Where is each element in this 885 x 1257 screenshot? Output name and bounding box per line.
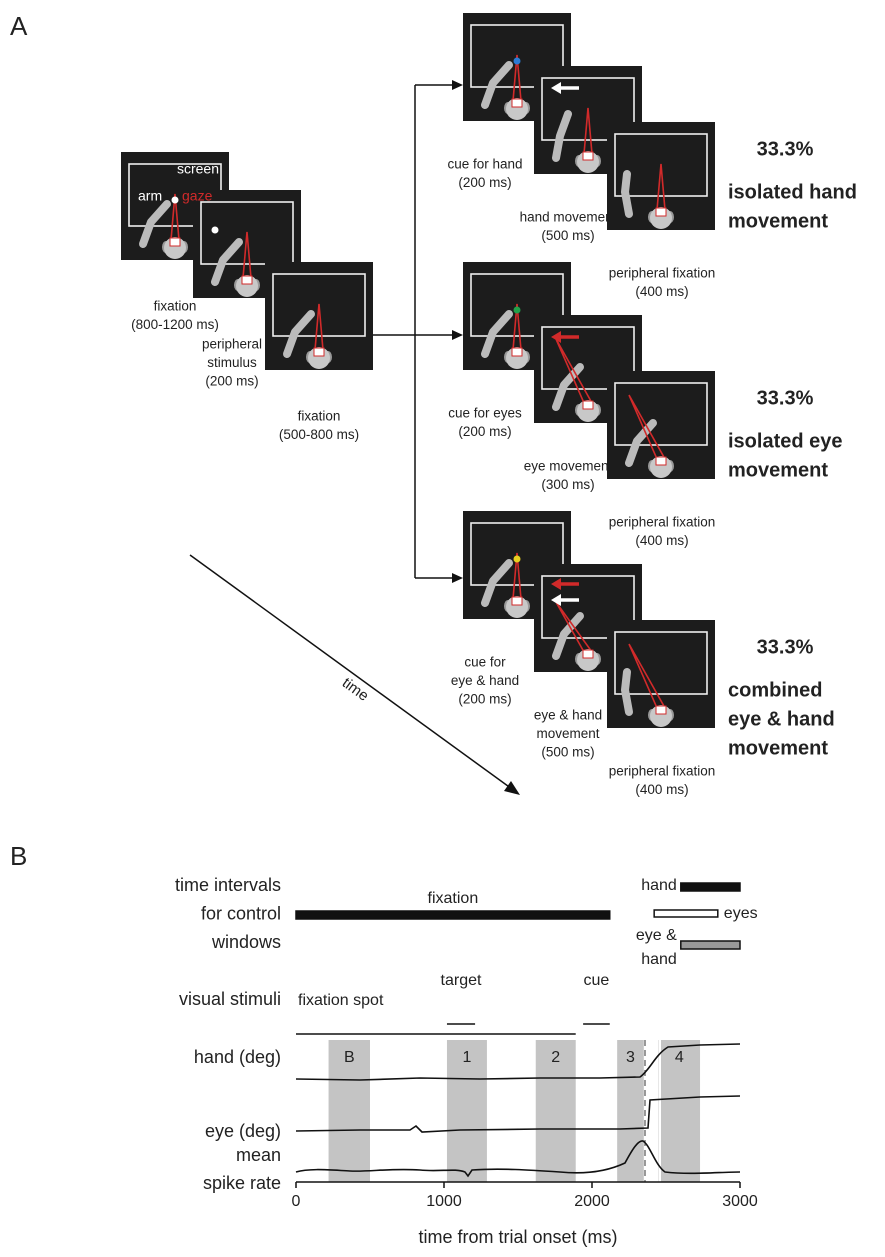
- task-screen: [265, 262, 373, 370]
- fixation-dot: [172, 197, 179, 204]
- caption: fixation: [154, 299, 197, 314]
- eyes: [512, 597, 522, 605]
- x-tick-label: 1000: [426, 1193, 462, 1210]
- caption: stimulus: [207, 355, 257, 370]
- caption: (500 ms): [541, 228, 594, 243]
- row-label: visual stimuli: [179, 989, 281, 1009]
- caption: hand movement: [520, 210, 617, 225]
- caption: (200 ms): [205, 374, 258, 389]
- eyes: [656, 706, 666, 714]
- panel-label: B: [10, 841, 27, 871]
- bar-label: fixation: [428, 890, 479, 907]
- condition-name: combined: [728, 679, 822, 701]
- window-label: 3: [626, 1049, 635, 1066]
- eyes: [512, 99, 522, 107]
- stimulus-dot: [514, 58, 521, 65]
- caption: cue for: [464, 655, 506, 670]
- stimulus-label: fixation spot: [298, 992, 384, 1009]
- bar-label: eye &: [636, 927, 677, 944]
- stimulus-dot: [212, 227, 219, 234]
- control-window-bar: [654, 910, 718, 917]
- caption: (200 ms): [458, 692, 511, 707]
- eyes: [583, 650, 593, 658]
- caption: eye & hand: [534, 708, 602, 723]
- probability: 33.3%: [757, 636, 814, 658]
- condition-name: movement: [728, 737, 828, 759]
- panel-label: A: [10, 11, 28, 41]
- caption: (400 ms): [635, 533, 688, 548]
- bar-label: hand: [641, 877, 677, 894]
- probability: 33.3%: [757, 387, 814, 409]
- row-label: for control: [201, 903, 281, 923]
- caption: cue for eyes: [448, 406, 522, 421]
- time-label: time: [339, 674, 372, 704]
- caption: (200 ms): [458, 175, 511, 190]
- condition-name: isolated eye: [728, 430, 843, 452]
- stimulus-dot: [514, 307, 521, 314]
- stimulus-label: cue: [584, 972, 610, 989]
- caption: (400 ms): [635, 284, 688, 299]
- row-label: mean: [236, 1145, 281, 1165]
- screen-label: gaze: [182, 188, 213, 204]
- stimulus-dot: [514, 556, 521, 563]
- x-tick-label: 0: [292, 1193, 301, 1210]
- caption: (400 ms): [635, 782, 688, 797]
- caption: eye movement: [524, 459, 613, 474]
- task-screen: [607, 620, 715, 728]
- row-label: time intervals: [175, 875, 281, 895]
- task-screen: [607, 122, 715, 230]
- arm: [625, 174, 629, 214]
- caption: peripheral fixation: [609, 515, 716, 530]
- screen-label: arm: [138, 188, 162, 204]
- row-label: spike rate: [203, 1173, 281, 1193]
- caption: (200 ms): [458, 424, 511, 439]
- window-label: B: [344, 1049, 355, 1066]
- caption: (300 ms): [541, 477, 594, 492]
- eyes: [583, 401, 593, 409]
- caption: peripheral: [202, 337, 262, 352]
- probability: 33.3%: [757, 138, 814, 160]
- arm: [625, 672, 629, 712]
- caption: (500 ms): [541, 745, 594, 760]
- control-window-bar: [681, 941, 740, 949]
- bar-label: eyes: [724, 905, 758, 922]
- condition-name: eye & hand: [728, 708, 835, 730]
- row-label: eye (deg): [205, 1121, 281, 1141]
- eyes: [656, 208, 666, 216]
- caption: movement: [536, 726, 599, 741]
- eyes: [656, 457, 666, 465]
- caption: (800-1200 ms): [131, 317, 219, 332]
- row-label: windows: [211, 932, 281, 952]
- caption: cue for hand: [447, 157, 522, 172]
- caption: fixation: [298, 409, 341, 424]
- eyes: [512, 348, 522, 356]
- task-screen: [607, 371, 715, 479]
- eyes: [170, 238, 180, 246]
- control-window-bar: [296, 911, 610, 919]
- x-axis-label: time from trial onset (ms): [418, 1227, 617, 1247]
- window-label: 1: [462, 1049, 471, 1066]
- screen-label: screen: [177, 161, 219, 177]
- condition-name: isolated hand: [728, 181, 857, 203]
- x-tick-label: 3000: [722, 1193, 758, 1210]
- window-label: 2: [551, 1049, 560, 1066]
- caption: (500-800 ms): [279, 427, 359, 442]
- caption: peripheral fixation: [609, 266, 716, 281]
- control-window-bar: [681, 883, 740, 891]
- eyes: [314, 348, 324, 356]
- stimulus-label: target: [441, 972, 482, 989]
- x-tick-label: 2000: [574, 1193, 610, 1210]
- caption: eye & hand: [451, 673, 519, 688]
- eyes: [242, 276, 252, 284]
- condition-name: movement: [728, 210, 828, 232]
- figure: A B fixation (800-1200 ms) peripheral stimu…: [0, 0, 885, 1257]
- eyes: [583, 152, 593, 160]
- condition-name: movement: [728, 459, 828, 481]
- row-label: hand (deg): [194, 1047, 281, 1067]
- bar-label: hand: [641, 951, 677, 968]
- caption: peripheral fixation: [609, 764, 716, 779]
- window-label: 4: [675, 1049, 684, 1066]
